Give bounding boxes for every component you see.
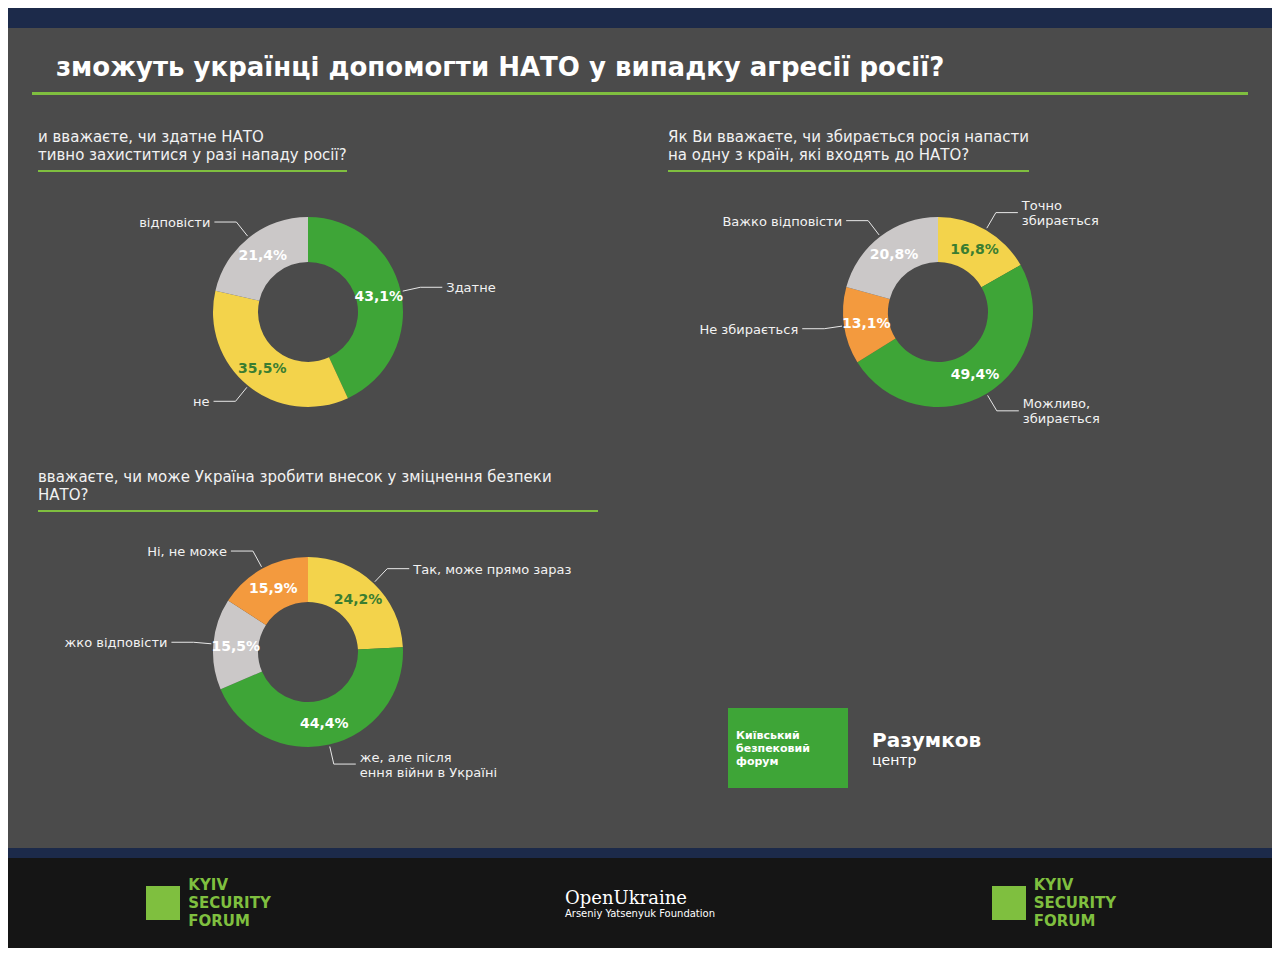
html-text:KYIV SECURITY FORUM: KYIV SECURITY FORUM — [1033, 876, 1117, 930]
html-text:KYIV SECURITY FORUM: KYIV SECURITY FORUM — [188, 876, 271, 930]
svg-text:же, але післяення війни в Укра: же, але післяення війни в Україні — [360, 749, 497, 779]
svg-text:49,4%: 49,4% — [951, 366, 1000, 382]
svg-text:жко відповісти: жко відповісти — [65, 635, 168, 650]
svg-text:Не збирається: Не збирається — [699, 321, 798, 336]
html-text:Як Ви вважаєте, чи збирається: Як Ви вважаєте, чи збирається росія напа… — [668, 128, 1029, 164]
svg-text:21,4%: 21,4% — [239, 247, 288, 263]
svg-text:15,5%: 15,5% — [211, 638, 260, 654]
svg-text:Важко відповісти: Важко відповісти — [722, 213, 842, 228]
html-text:центр: центр — [872, 752, 917, 768]
svg-text:Можливо,збирається: Можливо,збирається — [1023, 396, 1100, 426]
svg-text:Точнозбирається: Точнозбирається — [1021, 198, 1099, 228]
svg-text:Ні, не може: Ні, не може — [147, 544, 227, 559]
svg-text:20,8%: 20,8% — [870, 246, 919, 262]
html-text:Разумков: Разумков — [872, 728, 982, 752]
svg-text:16,8%: 16,8% — [950, 241, 999, 257]
svg-text:44,4%: 44,4% — [300, 715, 349, 731]
svg-text:відповісти: відповісти — [139, 215, 210, 230]
svg-text:24,2%: 24,2% — [334, 591, 383, 607]
svg-text:не: не — [193, 394, 210, 409]
html-text:и вважаєте, чи здатне НАТО тив: и вважаєте, чи здатне НАТО тивно захисти… — [38, 128, 347, 164]
html-text:Київський безпековий форум: Київський безпековий форум — [736, 728, 810, 768]
html-text:зможуть українці допомогти НАТ: зможуть українці допомогти НАТО у випадк… — [56, 52, 945, 82]
html-text:OpenUkraine: OpenUkraine — [565, 887, 687, 908]
svg-text:15,9%: 15,9% — [249, 580, 298, 596]
html-text:вважаєте, чи може Україна зроб: вважаєте, чи може Україна зробити внесок… — [38, 468, 552, 504]
html-text:Arseniy Yatsenyuk Foundation: Arseniy Yatsenyuk Foundation — [565, 908, 715, 919]
svg-text:35,5%: 35,5% — [238, 360, 287, 376]
svg-text:Так, може прямо зараз: Так, може прямо зараз — [412, 561, 571, 576]
svg-text:43,1%: 43,1% — [355, 288, 404, 304]
svg-text:Здатне: Здатне — [446, 280, 495, 295]
svg-text:13,1%: 13,1% — [842, 315, 891, 331]
